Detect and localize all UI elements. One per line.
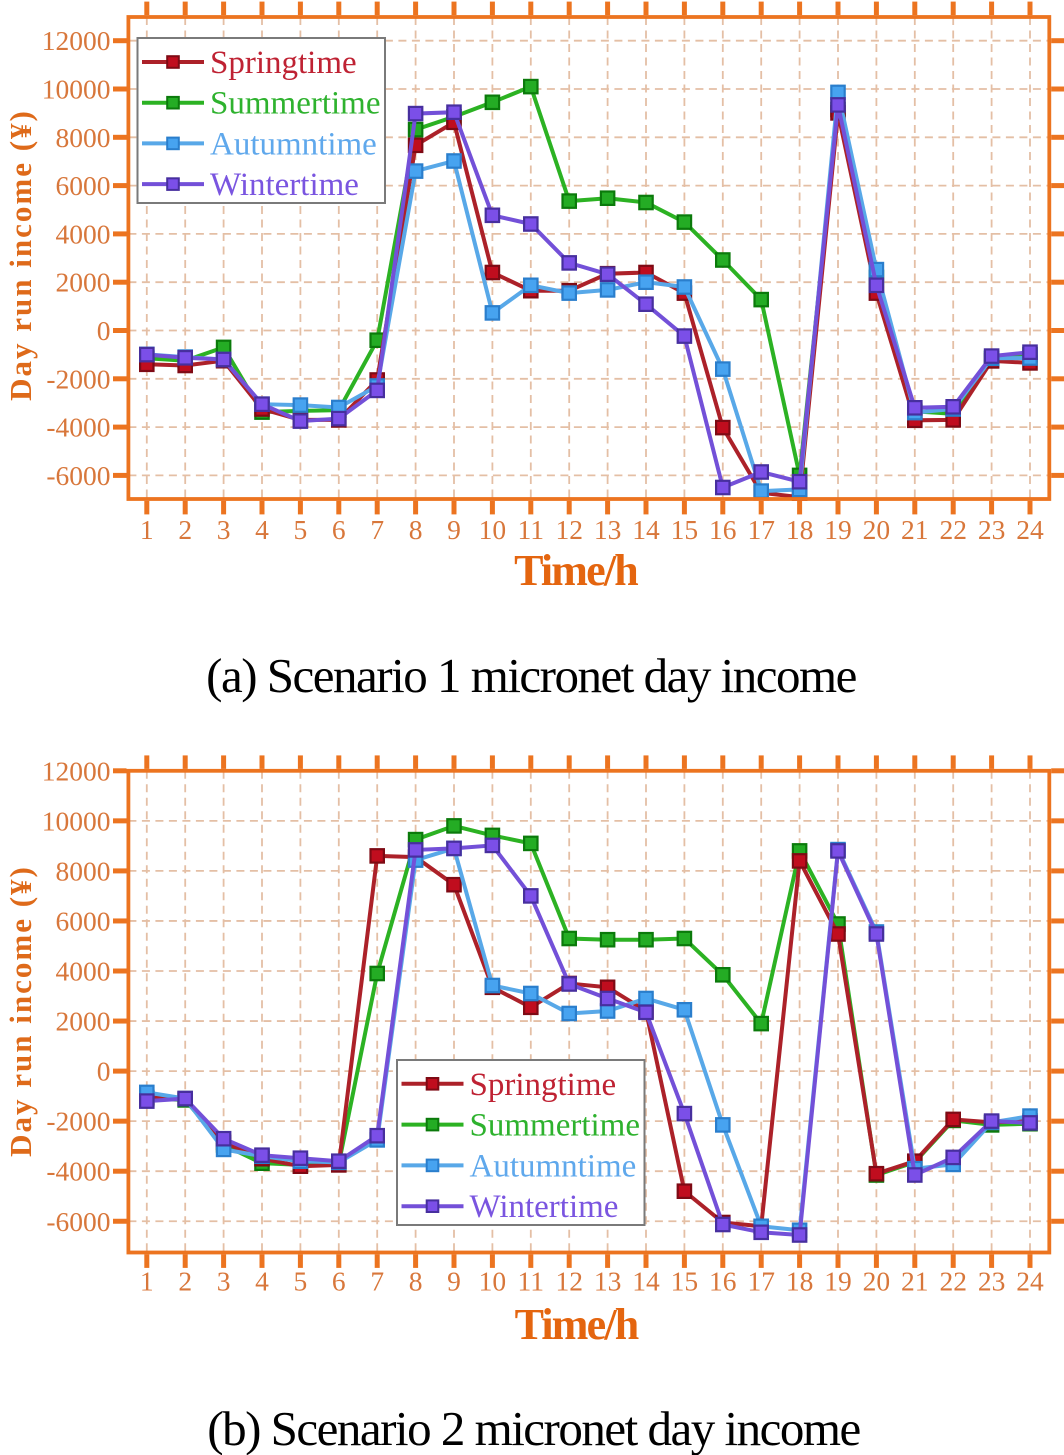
svg-text:6000: 6000 [56,170,111,201]
svg-text:15: 15 [671,1266,699,1297]
svg-text:(a) Scenario 1 micronet day in: (a) Scenario 1 micronet day income [206,648,856,703]
svg-text:17: 17 [747,514,775,545]
svg-text:13: 13 [594,1266,622,1297]
svg-text:Springtime: Springtime [210,45,357,81]
svg-text:2: 2 [178,514,192,545]
svg-text:3: 3 [217,514,231,545]
svg-text:Day run income (¥): Day run income (¥) [3,865,38,1157]
svg-text:20: 20 [863,514,891,545]
svg-text:23: 23 [978,1266,1006,1297]
svg-text:6: 6 [332,514,346,545]
svg-text:Wintertime: Wintertime [470,1189,619,1225]
svg-text:10: 10 [479,514,507,545]
svg-text:2: 2 [178,1266,192,1297]
svg-text:-2000: -2000 [46,1106,110,1137]
svg-text:16: 16 [709,1266,737,1297]
svg-text:9: 9 [447,1266,461,1297]
svg-text:23: 23 [978,514,1006,545]
svg-text:Springtime: Springtime [470,1067,617,1103]
svg-text:10: 10 [479,1266,507,1297]
svg-text:21: 21 [901,514,929,545]
svg-text:16: 16 [709,514,737,545]
svg-text:Summertime: Summertime [210,86,380,122]
svg-text:Time/h: Time/h [515,1300,639,1349]
svg-text:24: 24 [1016,1266,1044,1297]
svg-text:-4000: -4000 [46,1156,110,1187]
svg-text:24: 24 [1016,514,1044,545]
svg-text:0: 0 [97,1056,111,1087]
svg-text:-6000: -6000 [46,460,110,491]
svg-text:20: 20 [863,1266,891,1297]
svg-text:14: 14 [632,514,660,545]
svg-text:8000: 8000 [56,855,111,886]
svg-text:11: 11 [518,514,544,545]
svg-text:Autumntime: Autumntime [210,126,377,162]
svg-text:13: 13 [594,514,622,545]
svg-text:3: 3 [217,1266,231,1297]
svg-text:15: 15 [671,514,699,545]
svg-text:4000: 4000 [56,218,111,249]
svg-text:8: 8 [409,514,423,545]
svg-text:8000: 8000 [56,122,111,153]
svg-text:8: 8 [409,1266,423,1297]
svg-text:12000: 12000 [42,25,111,56]
svg-text:-6000: -6000 [46,1206,110,1237]
svg-text:7: 7 [370,1266,384,1297]
svg-text:18: 18 [786,1266,814,1297]
svg-text:Summertime: Summertime [470,1108,640,1144]
svg-text:Autumntime: Autumntime [470,1148,637,1184]
svg-text:-2000: -2000 [46,363,110,394]
svg-text:19: 19 [824,1266,852,1297]
svg-text:Time/h: Time/h [514,546,638,595]
svg-text:0: 0 [97,315,111,346]
svg-text:17: 17 [747,1266,775,1297]
svg-text:11: 11 [518,1266,544,1297]
svg-text:4000: 4000 [56,956,111,987]
svg-text:5: 5 [294,1266,308,1297]
svg-text:Wintertime: Wintertime [210,167,359,203]
svg-text:22: 22 [939,1266,967,1297]
svg-text:(b) Scenario 2 micronet day in: (b) Scenario 2 micronet day income [207,1401,860,1455]
svg-text:2000: 2000 [56,1006,111,1037]
svg-text:6: 6 [332,1266,346,1297]
svg-text:2000: 2000 [56,267,111,298]
svg-text:6000: 6000 [56,905,111,936]
svg-text:18: 18 [786,514,814,545]
svg-text:7: 7 [370,514,384,545]
svg-text:9: 9 [447,514,461,545]
svg-text:1: 1 [140,1266,154,1297]
svg-text:Day run income (¥): Day run income (¥) [3,109,38,401]
svg-text:1: 1 [140,514,154,545]
svg-text:12: 12 [555,514,583,545]
svg-text:4: 4 [255,514,269,545]
svg-text:14: 14 [632,1266,660,1297]
svg-text:12000: 12000 [42,755,111,786]
svg-text:19: 19 [824,514,852,545]
svg-text:10000: 10000 [42,805,111,836]
svg-text:10000: 10000 [42,74,111,105]
svg-text:-4000: -4000 [46,412,110,443]
svg-text:21: 21 [901,1266,929,1297]
svg-text:5: 5 [294,514,308,545]
svg-text:4: 4 [255,1266,269,1297]
svg-text:22: 22 [939,514,967,545]
svg-text:12: 12 [555,1266,583,1297]
